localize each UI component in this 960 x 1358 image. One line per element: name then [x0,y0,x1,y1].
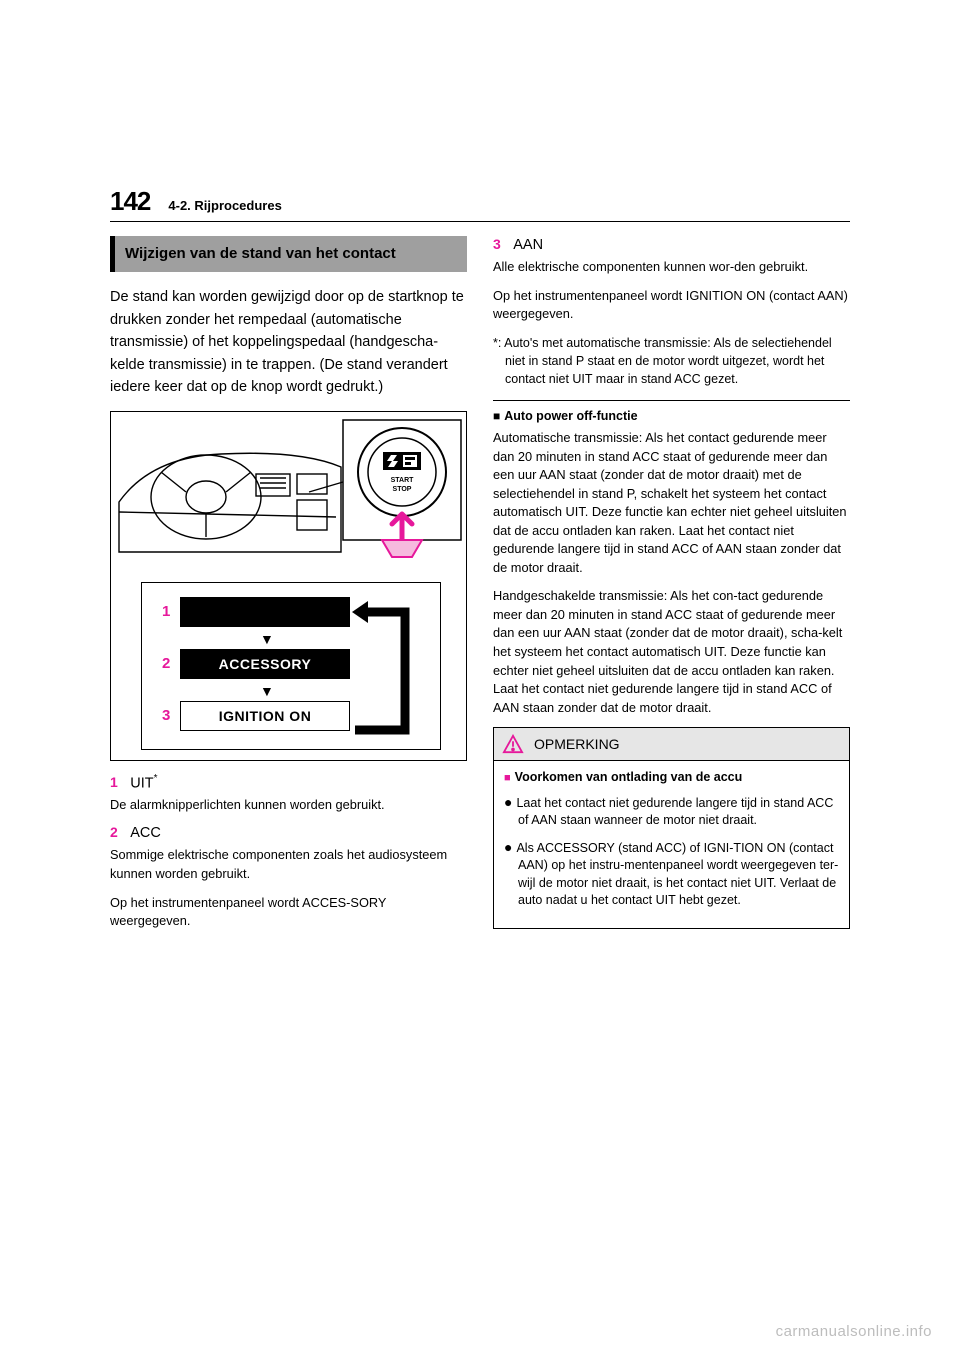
ignition-diagram: START STOP 1 ▼ 2 A [110,411,467,761]
footnote-text: Auto's met automatische transmissie: Als… [504,336,832,386]
two-column-layout: Wijzigen van de stand van het contact De… [110,236,850,941]
square-bullet-icon: ■ [504,772,511,784]
auto-off-para-2: Handgeschakelde transmissie: Als het con… [493,587,850,717]
item-number: 3 [493,236,501,252]
down-arrow-icon: ▼ [260,631,274,647]
notice-bullet-2: ●Als ACCESSORY (stand ACC) of IGNI-TION … [504,838,839,910]
list-item-1: 1 UIT* [110,773,467,792]
watermark: carmanualsonline.info [776,1323,932,1340]
item-2-desc-2: Op het instrumentenpaneel wordt ACCES-SO… [110,894,467,931]
intro-paragraph: De stand kan worden gewijzigd door op de… [110,286,467,398]
left-column: Wijzigen van de stand van het contact De… [110,236,467,941]
dashboard-sketch: START STOP [111,412,468,582]
page-content: 142 4-2. Rijprocedures Wijzigen van de s… [110,186,850,941]
item-number: 2 [110,824,118,840]
down-arrow-icon: ▼ [260,683,274,699]
state-panel: 1 ▼ 2 ACCESSORY ▼ 3 IGNITION ON [141,582,441,750]
svg-text:STOP: STOP [393,486,412,493]
state-box-off [180,597,350,627]
item-label: UIT [130,775,153,791]
list-item-2: 2 ACC [110,824,467,842]
state-row-3: 3 IGNITION ON [162,701,350,731]
item-1-desc: De alarmknipperlichten kunnen worden geb… [110,796,467,815]
item-3-desc-1: Alle elektrische componenten kunnen wor-… [493,258,850,277]
svg-text:START: START [391,477,415,484]
state-row-1: 1 [162,597,350,627]
section-heading: Wijzigen van de stand van het contact [110,236,467,272]
section-label: 4-2. Rijprocedures [168,198,281,213]
notice-bullet-1: ●Laat het contact niet gedurende langere… [504,793,839,830]
divider [493,400,850,401]
footnote: *: Auto's met automatische transmissie: … [493,334,850,388]
state-box-accessory: ACCESSORY [180,649,350,679]
state-box-ignition: IGNITION ON [180,701,350,731]
loop-arrow-icon [350,597,430,737]
page-number: 142 [110,186,150,217]
item-label: AAN [513,237,543,253]
item-2-desc-1: Sommige elektrische componenten zoals he… [110,846,467,883]
item-label: ACC [130,825,161,841]
square-bullet-icon: ■ [493,409,500,423]
bullet-icon: ● [504,794,512,810]
item-3-desc-2: Op het instrumentenpaneel wordt IGNITION… [493,287,850,324]
notice-body: ■Voorkomen van ontlading van de accu ●La… [494,761,849,928]
header-rule [110,221,850,222]
notice-subheading: ■Voorkomen van ontlading van de accu [504,769,839,787]
right-column: 3 AAN Alle elektrische componenten kunne… [493,236,850,941]
list-item-3: 3 AAN [493,236,850,254]
asterisk: * [154,773,158,784]
notice-title-bar: OPMERKING [494,728,849,761]
state-num-2: 2 [162,655,180,672]
state-row-2: 2 ACCESSORY [162,649,350,679]
page-header: 142 4-2. Rijprocedures [110,186,850,217]
warning-triangle-icon [502,734,524,754]
state-num-1: 1 [162,603,180,620]
notice-title-text: OPMERKING [534,736,620,752]
item-number: 1 [110,774,118,790]
notice-box: OPMERKING ■Voorkomen van ontlading van d… [493,727,850,929]
auto-off-para-1: Automatische transmissie: Als het contac… [493,429,850,577]
bullet-icon: ● [504,839,512,855]
state-num-3: 3 [162,707,180,724]
footnote-marker: *: [493,336,501,350]
sub-heading: ■Auto power off-functie [493,409,850,423]
